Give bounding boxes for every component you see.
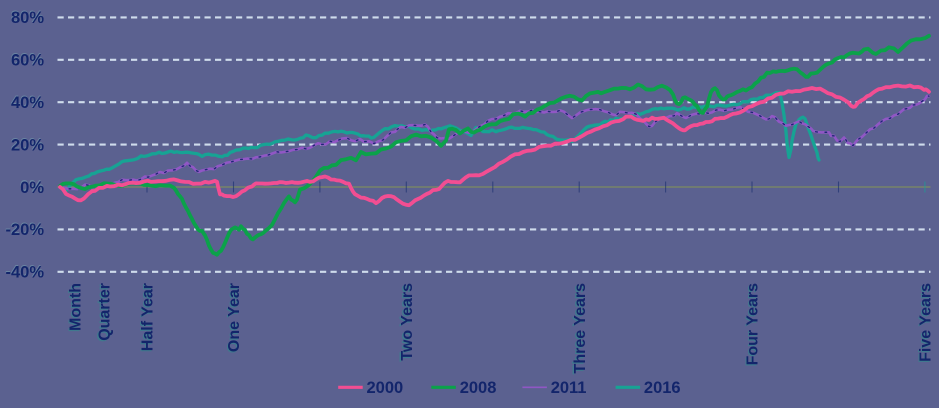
svg-text:20%: 20% <box>11 136 44 154</box>
svg-text:40%: 40% <box>11 94 44 112</box>
svg-text:Quarter: Quarter <box>95 284 112 342</box>
svg-text:-20%: -20% <box>5 221 44 239</box>
svg-text:-40%: -40% <box>5 264 44 282</box>
svg-text:Half Year: Half Year <box>138 284 155 352</box>
svg-text:Month: Month <box>68 283 85 331</box>
svg-text:40%: 40% <box>11 93 44 111</box>
svg-text:60%: 60% <box>11 52 44 70</box>
svg-text:Two Years: Two Years <box>398 284 415 362</box>
svg-text:2000: 2000 <box>367 379 404 397</box>
svg-text:-20%: -20% <box>5 220 44 238</box>
svg-text:80%: 80% <box>11 8 44 26</box>
svg-text:2016: 2016 <box>644 379 681 397</box>
svg-text:0%: 0% <box>20 178 44 196</box>
svg-text:0%: 0% <box>20 179 44 197</box>
svg-text:60%: 60% <box>11 51 44 69</box>
svg-text:One Year: One Year <box>225 284 242 353</box>
svg-text:Half Year: Half Year <box>140 283 157 351</box>
svg-text:Quarter: Quarter <box>96 283 113 341</box>
svg-text:Two Years: Two Years <box>399 283 416 361</box>
svg-text:Four Years: Four Years <box>745 283 762 366</box>
svg-text:Four Years: Four Years <box>743 284 760 367</box>
svg-text:One Year: One Year <box>226 283 243 352</box>
svg-text:-40%: -40% <box>5 263 44 281</box>
svg-text:2011: 2011 <box>551 379 587 397</box>
svg-text:Month: Month <box>66 284 83 332</box>
svg-text:Five Years: Five Years <box>916 284 933 363</box>
svg-text:Five Years: Five Years <box>918 283 935 362</box>
svg-text:Three Years: Three Years <box>572 283 589 374</box>
svg-text:80%: 80% <box>11 9 44 27</box>
svg-text:2008: 2008 <box>460 379 497 397</box>
svg-text:Three Years: Three Years <box>571 284 588 375</box>
svg-text:20%: 20% <box>11 135 44 153</box>
